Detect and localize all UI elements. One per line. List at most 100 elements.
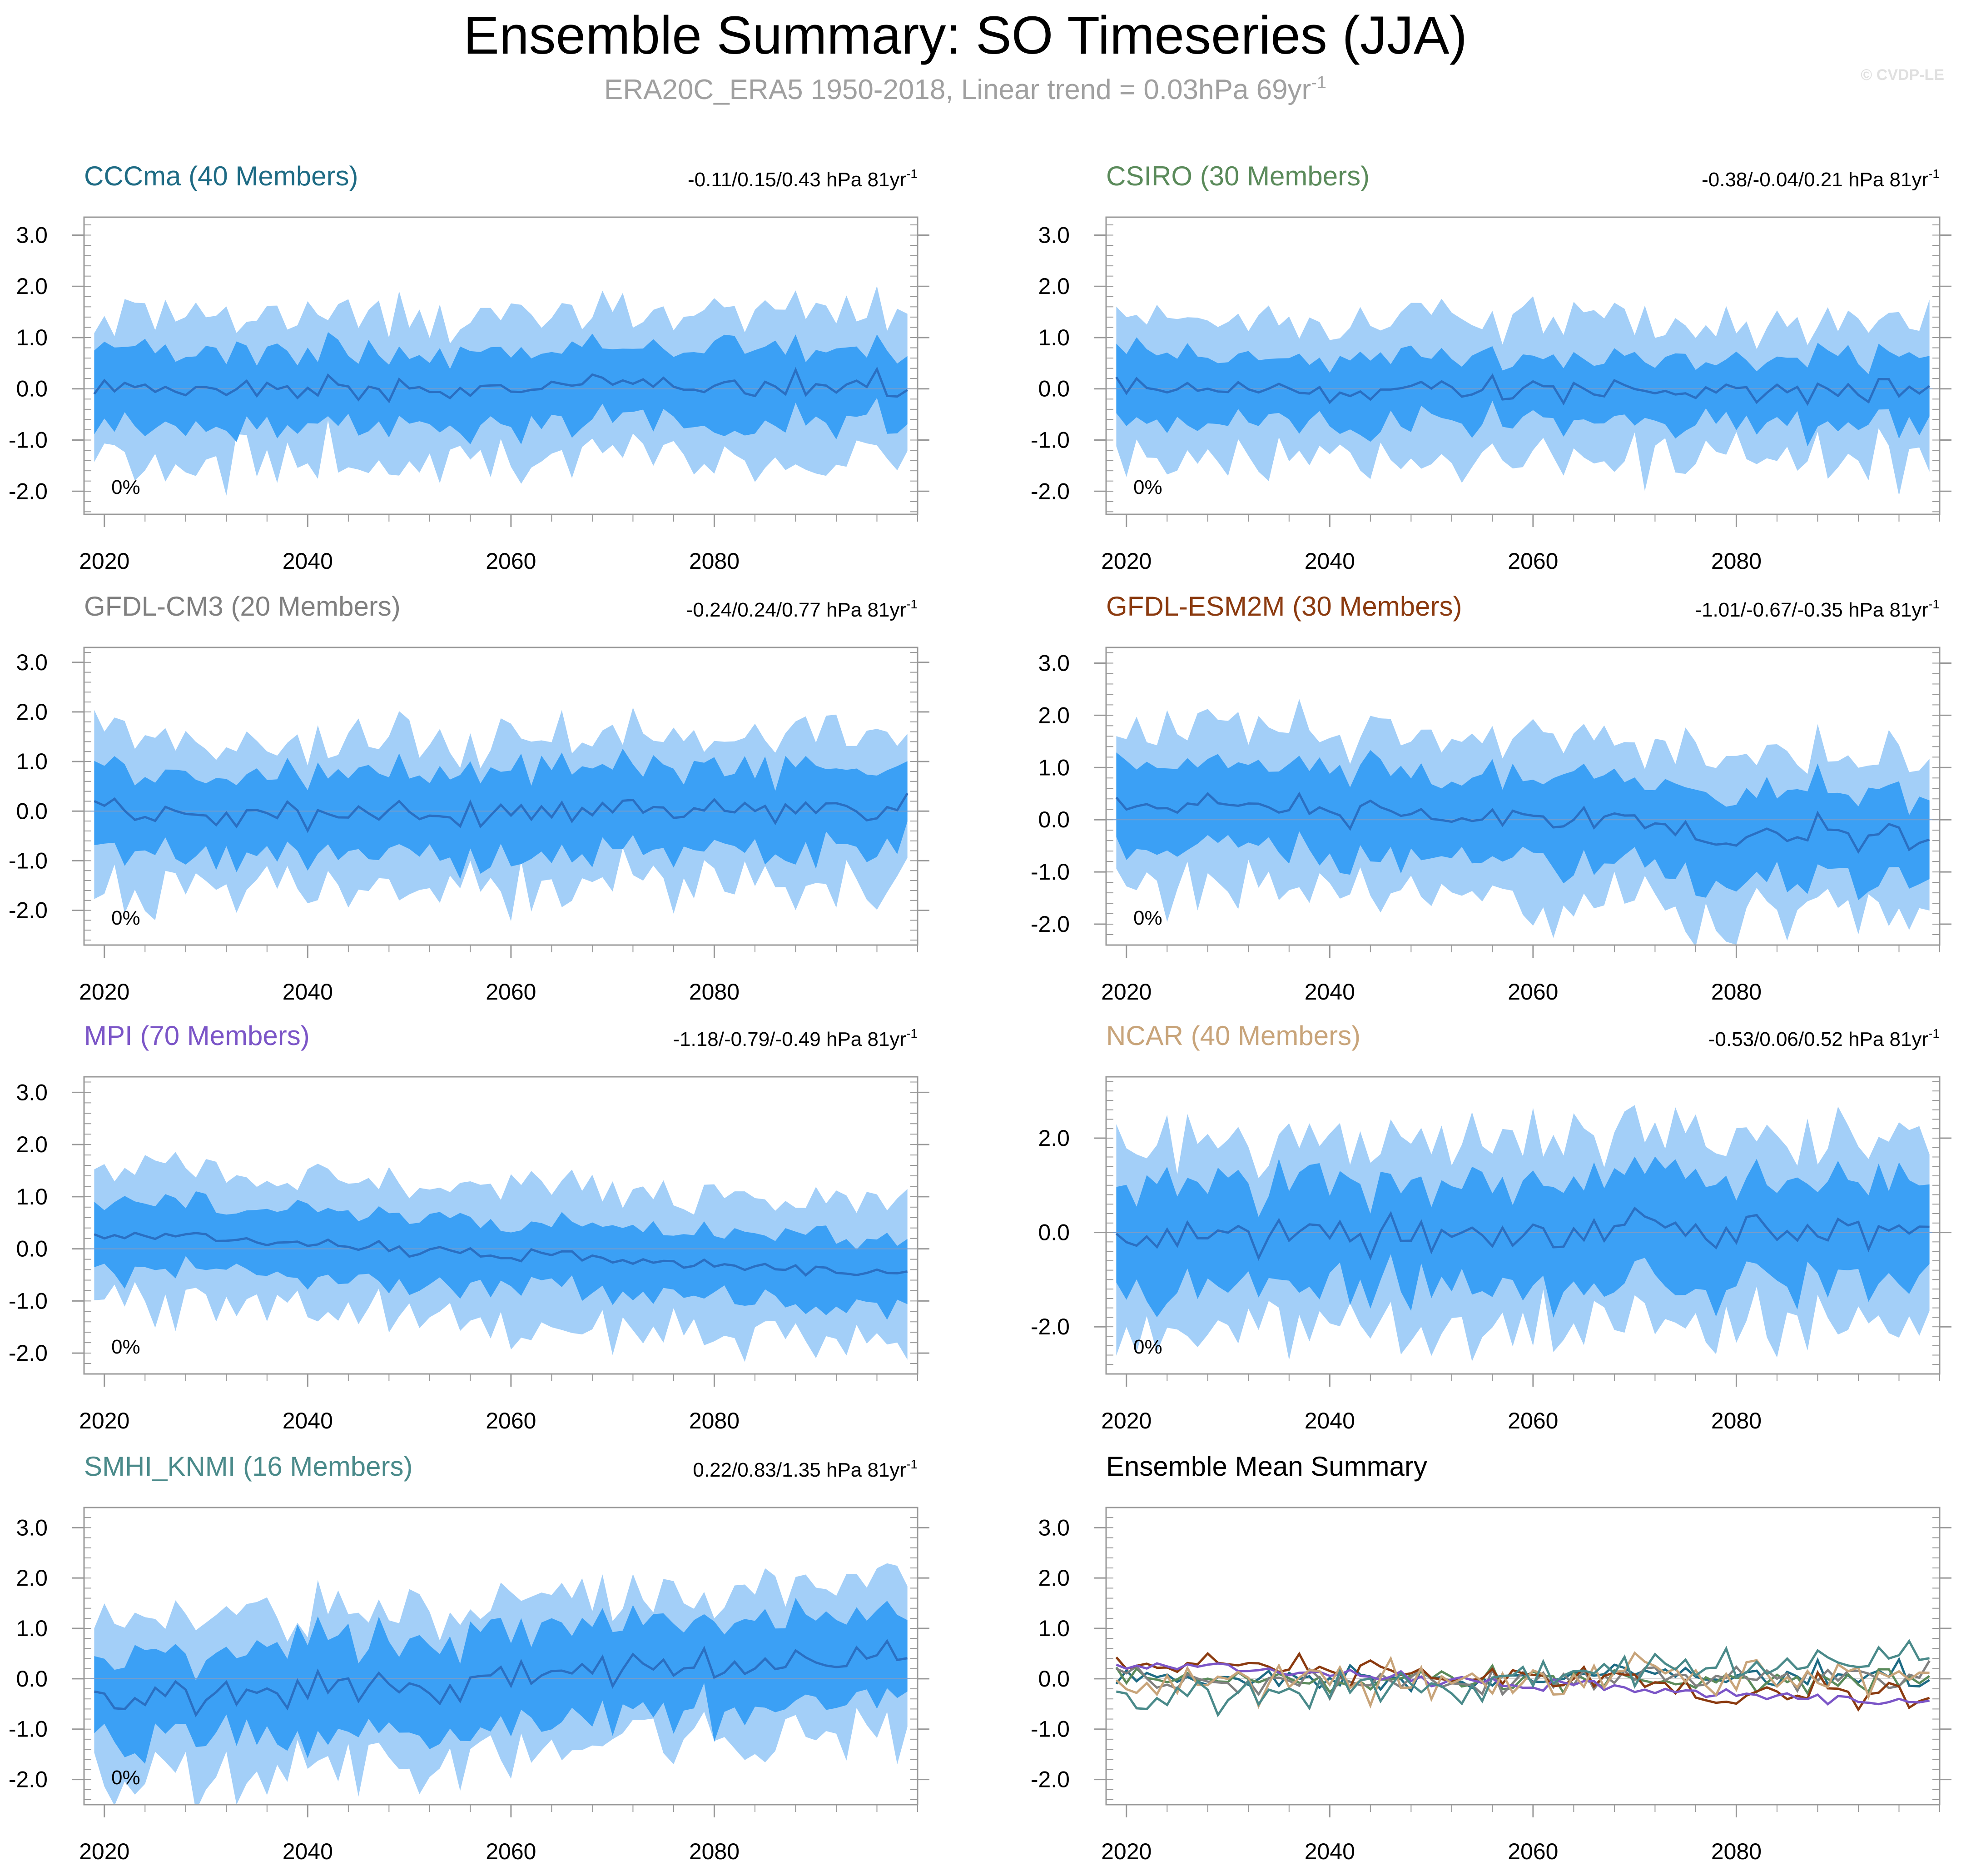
- y-tick-label: 3.0: [16, 650, 48, 675]
- y-tick-label: 0.0: [1038, 376, 1070, 402]
- ensemble-mean-line: [94, 1231, 908, 1277]
- panel-csiro: CSIRO (30 Members) -0.38/-0.04/0.21 hPa 8…: [1031, 161, 1951, 574]
- mean-series-csiro: [1115, 1663, 1931, 1696]
- plot-area: [1106, 699, 1940, 945]
- plot-frame: [1105, 647, 1941, 946]
- y-tick-label: -1.0: [1031, 1717, 1070, 1742]
- y-tick-label: 3.0: [1038, 1515, 1070, 1540]
- y-tick-label: 2.0: [16, 274, 48, 299]
- y-tick-label: 3.0: [1038, 650, 1070, 676]
- ensemble-mean-line: [1115, 1206, 1930, 1261]
- y-tick-label: 1.0: [16, 749, 48, 774]
- x-tick-label: 2080: [689, 1839, 740, 1864]
- x-tick-label: 2060: [1508, 548, 1558, 574]
- panel-title: GFDL-CM3 (20 Members): [84, 591, 401, 622]
- x-tick-label: 2080: [689, 548, 740, 574]
- x-tick-label: 2040: [283, 548, 333, 574]
- trend-unit-superscript: -1: [906, 1457, 918, 1471]
- plot-frame: [83, 1076, 918, 1375]
- x-tick-label: 2020: [79, 548, 129, 574]
- y-tick-label: 3.0: [1038, 222, 1070, 248]
- percent-label: 0%: [1133, 907, 1162, 929]
- trend-unit-superscript: -1: [1928, 1026, 1940, 1040]
- y-tick-label: -2.0: [9, 478, 48, 504]
- figure-subtitle: ERA20C_ERA5 1950-2018, Linear trend = 0.…: [604, 73, 1326, 105]
- x-tick-label: 2060: [486, 979, 536, 1005]
- plot-frame: [1105, 1507, 1941, 1806]
- y-tick-label: 2.0: [1038, 702, 1070, 728]
- trend-unit-superscript: -1: [1928, 597, 1940, 611]
- figure-title: Ensemble Summary: SO Timeseries (JJA): [463, 5, 1467, 65]
- ensemble-mean-line: [1115, 373, 1931, 406]
- mean-series-smhi-knmi: [1116, 1639, 1930, 1717]
- x-tick-label: 2020: [1101, 1839, 1152, 1864]
- panel-ensemble: Ensemble Mean Summary 3.0 2.0 1.0 0.0 -1.0 -2.…: [1031, 1451, 1951, 1864]
- inner-spread-band: [94, 1598, 908, 1764]
- percent-label: 0%: [1133, 1336, 1162, 1358]
- panel-title: CSIRO (30 Members): [1106, 161, 1370, 191]
- trend-label: -0.38/-0.04/0.21 hPa 81yr-1: [1702, 167, 1940, 191]
- y-tick-label: -1.0: [1031, 428, 1070, 453]
- x-tick-label: 2020: [79, 979, 129, 1005]
- x-tick-label: 2040: [283, 979, 333, 1005]
- trend-label: -1.01/-0.67/-0.35 hPa 81yr-1: [1695, 597, 1940, 621]
- inner-spread-band: [1116, 337, 1930, 447]
- y-tick-label: -2.0: [1031, 478, 1070, 504]
- y-tick-label: 0.0: [1038, 1220, 1070, 1245]
- y-tick-label: 0.0: [1038, 807, 1070, 832]
- y-tick-label: -2.0: [9, 898, 48, 923]
- panel-title: GFDL-ESM2M (30 Members): [1106, 591, 1462, 622]
- panels-grid: CCCma (40 Members) -0.11/0.15/0.43 hPa 81…: [9, 161, 1951, 1864]
- y-tick-label: 1.0: [1038, 1616, 1070, 1641]
- plot-area: [1106, 1639, 1940, 1717]
- x-tick-label: 2080: [1711, 1408, 1762, 1433]
- panel-title: MPI (70 Members): [84, 1020, 310, 1051]
- subtitle-superscript: -1: [1311, 73, 1326, 92]
- plot-frame: [83, 647, 918, 946]
- y-tick-label: 2.0: [16, 699, 48, 725]
- trend-unit-superscript: -1: [906, 597, 918, 611]
- x-tick-label: 2040: [1305, 1839, 1355, 1864]
- y-tick-label: 2.0: [16, 1132, 48, 1157]
- plot-frame: [1105, 216, 1941, 515]
- panel-title: Ensemble Mean Summary: [1106, 1451, 1427, 1482]
- y-tick-label: -2.0: [1031, 911, 1070, 937]
- y-tick-label: 3.0: [16, 1515, 48, 1540]
- y-tick-label: 2.0: [1038, 1125, 1070, 1151]
- ensemble-mean-line: [93, 366, 908, 403]
- trend-value: -0.53/0.06/0.52 hPa 81yr: [1708, 1028, 1928, 1050]
- inner-spread-band: [1116, 750, 1930, 901]
- panel-ncar: NCAR (40 Members) -0.53/0.06/0.52 hPa 81y…: [1031, 1020, 1951, 1433]
- ensemble-mean-line: [94, 792, 909, 833]
- y-tick-label: -1.0: [9, 1288, 48, 1314]
- x-tick-label: 2060: [1508, 1408, 1558, 1433]
- watermark: © CVDP-LE: [1861, 66, 1944, 84]
- plot-area: [84, 1152, 918, 1362]
- x-tick-label: 2080: [1711, 979, 1762, 1005]
- y-tick-label: -1.0: [9, 428, 48, 453]
- trend-unit-superscript: -1: [906, 167, 918, 181]
- y-tick-label: 1.0: [1038, 755, 1070, 780]
- y-tick-label: 0.0: [1038, 1666, 1070, 1692]
- trend-value: 0.22/0.83/1.35 hPa 81yr: [693, 1459, 906, 1481]
- y-tick-label: -1.0: [9, 1717, 48, 1742]
- plot-frame: [1105, 1076, 1941, 1375]
- trend-unit-superscript: -1: [1928, 167, 1940, 181]
- plot-area: [84, 1563, 918, 1805]
- x-tick-label: 2060: [486, 1839, 536, 1864]
- y-tick-label: -1.0: [1031, 859, 1070, 885]
- mean-series-cccma: [1115, 1657, 1930, 1693]
- ensemble-mean-line: [94, 1639, 908, 1717]
- trend-label: -0.24/0.24/0.77 hPa 81yr-1: [686, 597, 918, 621]
- inner-spread-band: [94, 748, 908, 879]
- x-tick-label: 2020: [1101, 1408, 1152, 1433]
- percent-label: 0%: [111, 1336, 140, 1358]
- plot-area: [1106, 296, 1940, 496]
- panel-title: NCAR (40 Members): [1106, 1020, 1360, 1051]
- plot-area: [84, 707, 918, 921]
- plot-area: [84, 286, 918, 496]
- trend-value: -0.24/0.24/0.77 hPa 81yr: [686, 599, 906, 621]
- x-tick-label: 2020: [79, 1408, 129, 1433]
